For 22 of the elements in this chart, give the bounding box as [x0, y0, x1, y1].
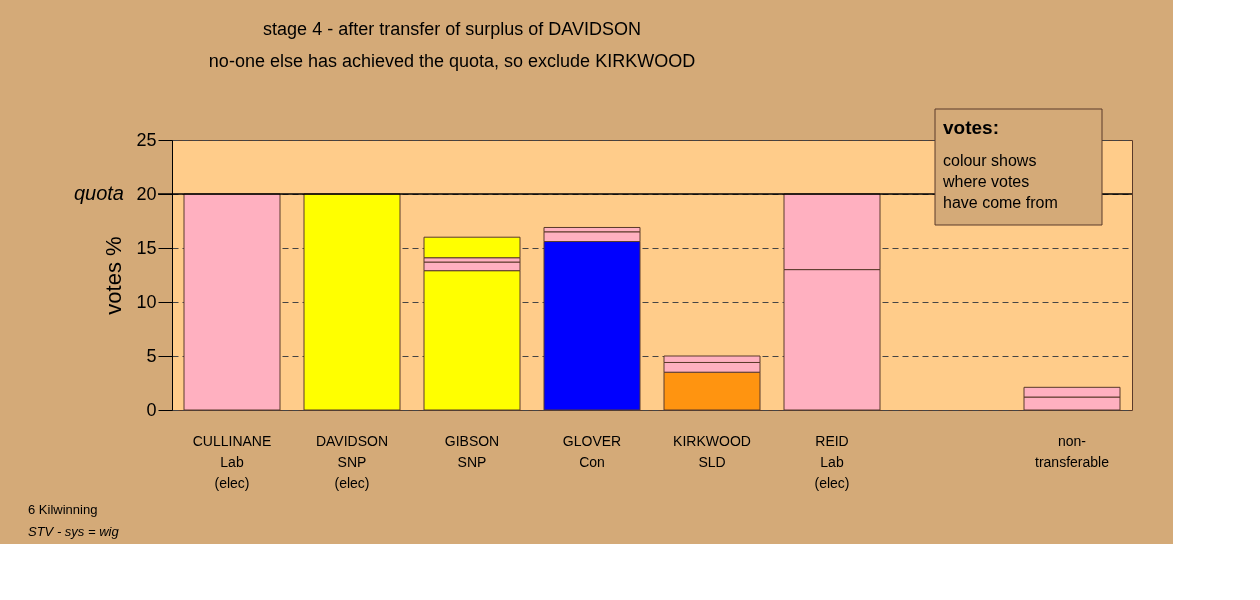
y-tick-label: 0: [146, 399, 157, 420]
y-axis-title: votes %: [101, 236, 127, 315]
x-tick-label: GLOVER Con: [562, 432, 622, 470]
x-tick-label: REID Lab (elec): [814, 432, 850, 491]
text: 6 Kilwinning: [28, 502, 98, 517]
y-tick-label: 20: [136, 183, 157, 204]
x-tick-label: KIRKWOOD SLD: [673, 432, 751, 470]
chart-subtitle: no-one else has achieved the quota, so exclude KIRKWOOD: [208, 50, 696, 71]
y-tick-label: 15: [136, 237, 157, 258]
text: votes:: [943, 117, 999, 138]
x-tick-label: DAVIDSON SNP (elec): [315, 432, 389, 491]
bar: [423, 236, 521, 259]
x-tick-label: GIBSON SNP: [444, 432, 500, 470]
y-tick-label: 5: [146, 345, 157, 366]
x-tick-label: non- transferable: [1035, 432, 1110, 470]
text: STV - sys = wig: [28, 524, 120, 539]
ref-line-label: quota: [73, 182, 124, 204]
y-tick-label: 10: [136, 291, 157, 312]
x-tick-label: CULLINANE Lab (elec): [192, 432, 272, 491]
chart-title: stage 4 - after transfer of surplus of DAVIDSON: [263, 18, 641, 39]
y-tick-label: 25: [136, 129, 157, 150]
annotation: colour shows where votes have come from: [942, 152, 1058, 211]
